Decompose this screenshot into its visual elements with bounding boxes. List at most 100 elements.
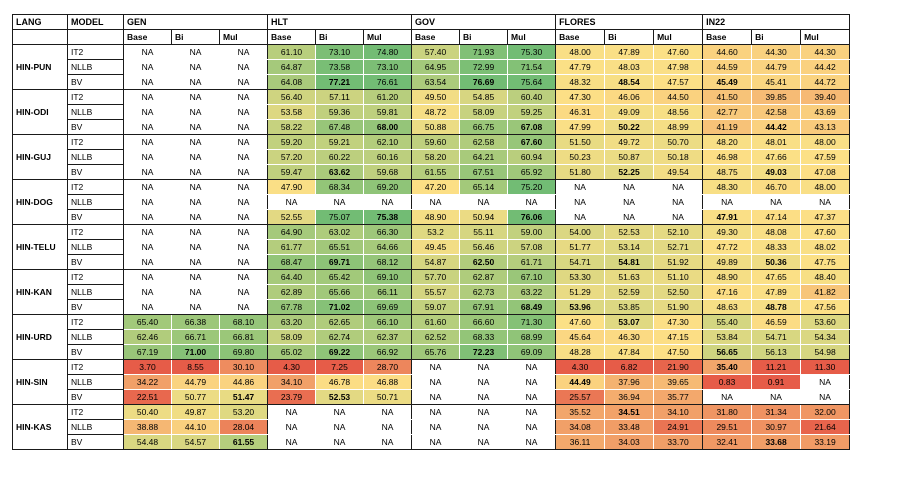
value-cell: 46.59 bbox=[751, 314, 802, 330]
model-cell: BV bbox=[67, 74, 124, 90]
value-cell: 57.08 bbox=[507, 239, 557, 255]
value-cell: 63.62 bbox=[315, 164, 365, 180]
value-cell: NA bbox=[411, 389, 461, 405]
value-cell: 33.70 bbox=[653, 434, 704, 450]
value-cell: 61.71 bbox=[507, 254, 557, 270]
lang-cell: HIN-GUJ bbox=[12, 134, 68, 180]
value-cell: 66.30 bbox=[363, 224, 413, 240]
subheader-hlt-base: Base bbox=[267, 29, 317, 45]
value-cell: NA bbox=[411, 194, 461, 210]
value-cell: 56.13 bbox=[751, 344, 802, 360]
value-cell: 57.20 bbox=[267, 149, 317, 165]
value-cell: 41.50 bbox=[702, 89, 753, 105]
value-cell: 62.73 bbox=[459, 284, 509, 300]
value-cell: NA bbox=[604, 179, 655, 195]
value-cell: 48.40 bbox=[800, 269, 851, 285]
value-cell: 32.41 bbox=[702, 434, 753, 450]
value-cell: 49.45 bbox=[411, 239, 461, 255]
value-cell: 53.30 bbox=[555, 269, 606, 285]
value-cell: NA bbox=[171, 74, 220, 90]
value-cell: 49.09 bbox=[604, 104, 655, 120]
table-row: BV NA NA NA 58.22 67.48 68.00 50.88 66.75 67.08 47… bbox=[13, 119, 851, 135]
value-cell: NA bbox=[123, 194, 172, 210]
table-row: BV 67.19 71.00 69.80 65.02 69.22 66.92 65.76 72.… bbox=[13, 344, 851, 360]
value-cell: NA bbox=[218, 149, 269, 165]
model-cell: IT2 bbox=[67, 179, 124, 195]
table-row: HIN-KAN IT2 NA NA NA 64.40 65.42 69.10 57.70 62.8… bbox=[12, 269, 851, 315]
value-cell: NA bbox=[507, 359, 557, 375]
model-cell: BV bbox=[67, 389, 124, 405]
value-cell: 53.20 bbox=[218, 404, 269, 420]
value-cell: 66.38 bbox=[171, 314, 220, 330]
value-cell: 71.30 bbox=[507, 314, 557, 330]
value-cell: 47.30 bbox=[653, 314, 704, 330]
subheader-flores-base: Base bbox=[555, 29, 606, 45]
value-cell: 44.79 bbox=[171, 374, 220, 390]
value-cell: 62.50 bbox=[459, 254, 509, 270]
value-cell: 67.78 bbox=[267, 299, 317, 315]
value-cell: 11.21 bbox=[751, 359, 802, 375]
table-row: NLLB NA NA NA 53.58 59.36 59.81 48.72 58.09 59.25… bbox=[13, 104, 851, 120]
model-cell: NLLB bbox=[67, 149, 124, 165]
table-row: BV NA NA NA 52.55 75.07 75.38 48.90 50.94 76.06 NA… bbox=[13, 209, 851, 225]
value-cell: 52.10 bbox=[653, 224, 704, 240]
value-cell: 44.50 bbox=[653, 89, 704, 105]
value-cell: 68.47 bbox=[267, 254, 317, 270]
value-cell: NA bbox=[123, 89, 172, 105]
model-cell: BV bbox=[67, 209, 124, 225]
value-cell: 49.72 bbox=[604, 134, 655, 150]
value-cell: 64.90 bbox=[267, 224, 317, 240]
value-cell: 24.91 bbox=[653, 419, 704, 435]
table-row: HIN-ODI IT2 NA NA NA 56.40 57.11 61.20 49.50 54.8… bbox=[12, 89, 851, 135]
table-row: BV NA NA NA 67.78 71.02 69.69 59.07 67.91 68.49 53… bbox=[13, 299, 851, 315]
value-cell: 65.14 bbox=[459, 179, 509, 195]
value-cell: 68.33 bbox=[459, 329, 509, 345]
lang-cell: HIN-ODI bbox=[12, 89, 68, 135]
value-cell: NA bbox=[702, 389, 753, 405]
value-cell: 58.22 bbox=[267, 119, 317, 135]
value-cell: 33.68 bbox=[751, 434, 802, 450]
value-cell: 23.79 bbox=[267, 389, 317, 405]
value-cell: 57.70 bbox=[411, 269, 461, 285]
lang-cell: HIN-SIN bbox=[12, 359, 68, 405]
value-cell: 63.54 bbox=[411, 74, 461, 90]
value-cell: 65.76 bbox=[411, 344, 461, 360]
value-cell: 54.71 bbox=[555, 254, 606, 270]
value-cell: 67.48 bbox=[315, 119, 365, 135]
value-cell: 56.40 bbox=[267, 89, 317, 105]
value-cell: 48.00 bbox=[800, 134, 851, 150]
value-cell: 32.00 bbox=[800, 404, 851, 420]
value-cell: NA bbox=[218, 89, 269, 105]
value-cell: 56.65 bbox=[702, 344, 753, 360]
value-cell: 52.71 bbox=[653, 239, 704, 255]
value-cell: 48.90 bbox=[702, 269, 753, 285]
table-row: BV NA NA NA 68.47 69.71 68.12 54.87 62.50 61.71 54… bbox=[13, 254, 851, 270]
table-row: NLLB 62.46 66.71 66.81 58.09 62.74 62.37 62.52 6… bbox=[13, 329, 851, 345]
value-cell: 44.60 bbox=[702, 44, 753, 60]
value-cell: 72.23 bbox=[459, 344, 509, 360]
value-cell: 47.59 bbox=[800, 149, 851, 165]
value-cell: 54.85 bbox=[459, 89, 509, 105]
value-cell: 34.10 bbox=[653, 404, 704, 420]
value-cell: 28.70 bbox=[363, 359, 413, 375]
value-cell: 46.31 bbox=[555, 104, 606, 120]
header-group-in22: IN22 bbox=[702, 14, 851, 30]
value-cell: NA bbox=[218, 239, 269, 255]
value-cell: 52.53 bbox=[315, 389, 365, 405]
value-cell: 71.93 bbox=[459, 44, 509, 60]
value-cell: 31.34 bbox=[751, 404, 802, 420]
value-cell: 42.77 bbox=[702, 104, 753, 120]
value-cell: NA bbox=[800, 374, 851, 390]
value-cell: 44.42 bbox=[751, 119, 802, 135]
value-cell: 59.21 bbox=[315, 134, 365, 150]
value-cell: 52.59 bbox=[604, 284, 655, 300]
value-cell: 64.21 bbox=[459, 149, 509, 165]
value-cell: 43.69 bbox=[800, 104, 851, 120]
model-cell: NLLB bbox=[67, 194, 124, 210]
value-cell: NA bbox=[507, 404, 557, 420]
value-cell: 48.08 bbox=[751, 224, 802, 240]
value-cell: NA bbox=[123, 254, 172, 270]
value-cell: NA bbox=[315, 419, 365, 435]
value-cell: 49.50 bbox=[411, 89, 461, 105]
value-cell: NA bbox=[171, 194, 220, 210]
